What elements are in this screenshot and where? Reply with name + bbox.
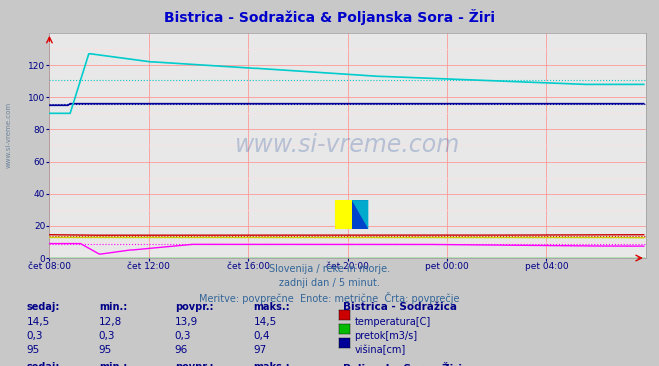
Bar — [335, 200, 352, 229]
Text: min.:: min.: — [99, 302, 127, 312]
Text: 0,4: 0,4 — [254, 331, 270, 341]
Text: 13,9: 13,9 — [175, 317, 198, 327]
Text: povpr.:: povpr.: — [175, 362, 213, 366]
Text: min.:: min.: — [99, 362, 127, 366]
Text: povpr.:: povpr.: — [175, 302, 213, 312]
Text: 0,3: 0,3 — [26, 331, 43, 341]
Text: 95: 95 — [99, 345, 112, 355]
Text: Bistrica - Sodražica & Poljanska Sora - Žiri: Bistrica - Sodražica & Poljanska Sora - … — [164, 9, 495, 25]
Text: sedaj:: sedaj: — [26, 362, 60, 366]
Text: Meritve: povprečne  Enote: metrične  Črta: povprečje: Meritve: povprečne Enote: metrične Črta:… — [199, 292, 460, 304]
Text: Poljanska Sora - Žiri: Poljanska Sora - Žiri — [343, 362, 462, 366]
Text: www.si-vreme.com: www.si-vreme.com — [5, 102, 11, 168]
Text: sedaj:: sedaj: — [26, 302, 60, 312]
Text: Slovenija / reke in morje.: Slovenija / reke in morje. — [269, 264, 390, 274]
Text: maks.:: maks.: — [254, 362, 291, 366]
Text: temperatura[C]: temperatura[C] — [355, 317, 431, 327]
Text: 0,3: 0,3 — [175, 331, 191, 341]
Text: pretok[m3/s]: pretok[m3/s] — [355, 331, 418, 341]
Text: Bistrica - Sodražica: Bistrica - Sodražica — [343, 302, 457, 312]
Polygon shape — [352, 200, 368, 229]
Text: zadnji dan / 5 minut.: zadnji dan / 5 minut. — [279, 278, 380, 288]
Text: 14,5: 14,5 — [254, 317, 277, 327]
Text: 96: 96 — [175, 345, 188, 355]
Text: maks.:: maks.: — [254, 302, 291, 312]
Bar — [352, 200, 368, 229]
Text: 0,3: 0,3 — [99, 331, 115, 341]
Text: 97: 97 — [254, 345, 267, 355]
Text: 12,8: 12,8 — [99, 317, 122, 327]
Text: 95: 95 — [26, 345, 40, 355]
Text: višina[cm]: višina[cm] — [355, 345, 406, 355]
Text: www.si-vreme.com: www.si-vreme.com — [235, 134, 460, 157]
Text: 14,5: 14,5 — [26, 317, 49, 327]
